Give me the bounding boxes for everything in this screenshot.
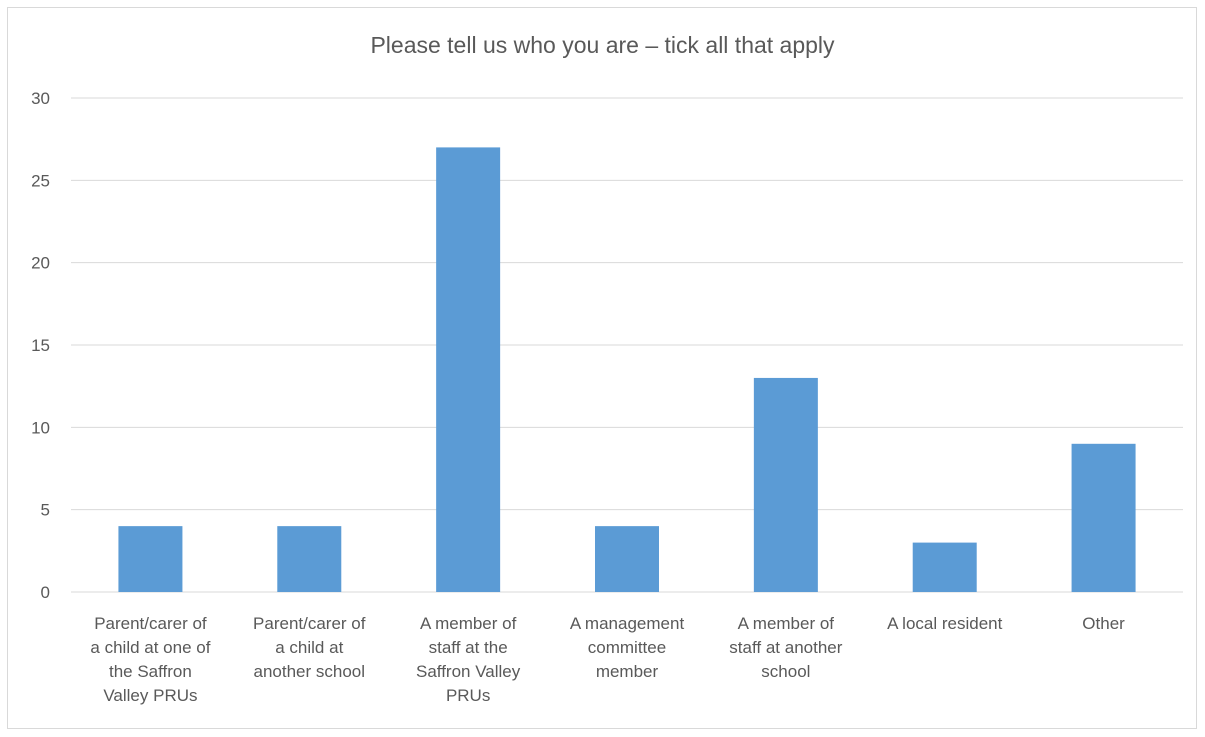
y-tick-label-0: 0 bbox=[41, 583, 50, 602]
chart-frame bbox=[7, 7, 1197, 729]
y-tick-label-25: 25 bbox=[31, 171, 50, 190]
y-tick-label-20: 20 bbox=[31, 254, 50, 273]
bar-7 bbox=[1071, 443, 1136, 592]
bar-3 bbox=[436, 147, 501, 592]
y-tick-label-5: 5 bbox=[41, 501, 50, 520]
bar-6 bbox=[912, 542, 977, 592]
bar-4 bbox=[595, 526, 659, 592]
y-tick-label-30: 30 bbox=[31, 89, 50, 108]
x-category-label-3: A member of staff at the Saffron Valley PRU… bbox=[416, 614, 521, 705]
bar-5 bbox=[753, 377, 818, 592]
x-category-label-2: Parent/carer of a child at another school bbox=[253, 614, 366, 681]
x-category-label-6: A local resident bbox=[887, 614, 1003, 633]
y-tick-label-15: 15 bbox=[31, 336, 50, 355]
x-category-label-4: A management committee member bbox=[570, 614, 685, 681]
bar-1 bbox=[118, 526, 183, 592]
x-category-label-1: Parent/carer of a child at one of the Saff… bbox=[90, 614, 210, 705]
y-tick-label-10: 10 bbox=[31, 418, 50, 437]
x-category-label-5: A member of staff at another school bbox=[729, 614, 842, 681]
chart-title: Please tell us who you are – tick all th… bbox=[370, 32, 835, 58]
bar-2 bbox=[277, 526, 342, 592]
x-category-label-7: Other bbox=[1082, 614, 1125, 633]
